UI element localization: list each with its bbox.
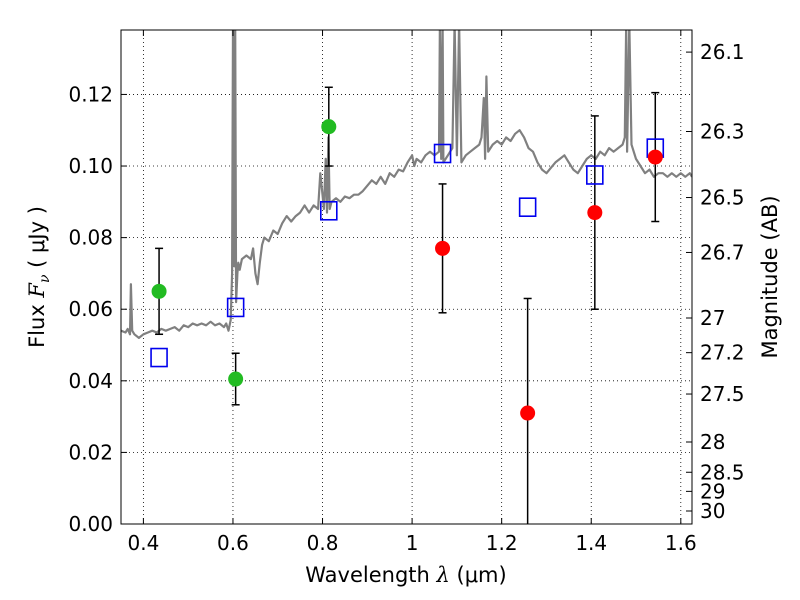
x-tick-label: 0.8	[307, 531, 339, 555]
red-point	[647, 149, 663, 165]
y2-tick-label: 26.7	[700, 240, 745, 264]
y-axis-label-subscript: ν	[37, 274, 53, 283]
y2-tick-label: 29	[700, 479, 725, 503]
y2-tick-label: 26.5	[700, 186, 745, 210]
y-tick-label: 0.06	[68, 297, 113, 321]
x-tick-label: 0.6	[217, 531, 249, 555]
x-tick-label: 1.4	[575, 531, 607, 555]
model-spectrum-line	[121, 30, 692, 339]
green-point	[228, 371, 244, 387]
y2-tick-label: 26.1	[700, 40, 745, 64]
model-box	[433, 143, 452, 164]
x-axis-label-unit: (μm)	[450, 563, 507, 587]
model-box	[226, 297, 245, 318]
data-point-layer	[151, 119, 663, 421]
y2-tick-label: 28	[700, 430, 725, 454]
y2-tick-label: 26.3	[700, 119, 745, 143]
model-box-layer	[150, 138, 665, 368]
model-box	[518, 197, 537, 217]
model-box	[586, 165, 604, 185]
x-tick-label: 1.2	[486, 531, 518, 555]
y-axis-label-symbol: F	[25, 282, 49, 299]
model-box	[150, 347, 168, 368]
y-axis-label: Flux Fν ( μJy )	[25, 206, 53, 348]
x-axis-label: Wavelength λ (μm)	[305, 563, 506, 587]
y2-tick-label: 27.2	[700, 341, 745, 365]
y2-tick-label: 28.5	[700, 460, 745, 484]
y-tick-label: 0.04	[68, 369, 113, 393]
y-tick-label: 0.12	[68, 82, 113, 106]
y-tick-labels: 0.00 0.02 0.04 0.06 0.08 0.10 0.12	[68, 82, 113, 536]
y-tick-label: 0.08	[68, 226, 113, 250]
y-axis-label-unit: ( μJy )	[25, 206, 49, 274]
x-tick-label: 1	[406, 531, 419, 555]
y2-axis-label: Magnitude (AB)	[758, 195, 782, 358]
plot-frame	[120, 29, 693, 525]
y2-tick-label: 27	[700, 306, 725, 330]
red-point	[435, 240, 451, 256]
green-point	[321, 119, 337, 135]
x-axis-label-symbol: λ	[436, 563, 450, 587]
y2-tick-label: 30	[700, 499, 725, 523]
model-box	[319, 200, 338, 221]
axis-ticks	[121, 30, 692, 525]
x-tick-label: 1.6	[665, 531, 697, 555]
y-tick-label: 0.10	[68, 154, 113, 178]
red-point	[587, 205, 603, 221]
y2-tick-label: 27.5	[700, 382, 745, 406]
x-tick-label: 0.4	[127, 531, 159, 555]
green-point	[151, 283, 167, 299]
red-point	[520, 405, 536, 421]
grid-lines	[121, 30, 692, 525]
y-tick-label: 0.00	[68, 512, 113, 536]
y-tick-label: 0.02	[68, 440, 113, 464]
x-tick-labels: 0.4 0.6 0.8 1 1.2 1.4 1.6	[127, 531, 696, 555]
model-spectrum-layer	[121, 30, 692, 339]
